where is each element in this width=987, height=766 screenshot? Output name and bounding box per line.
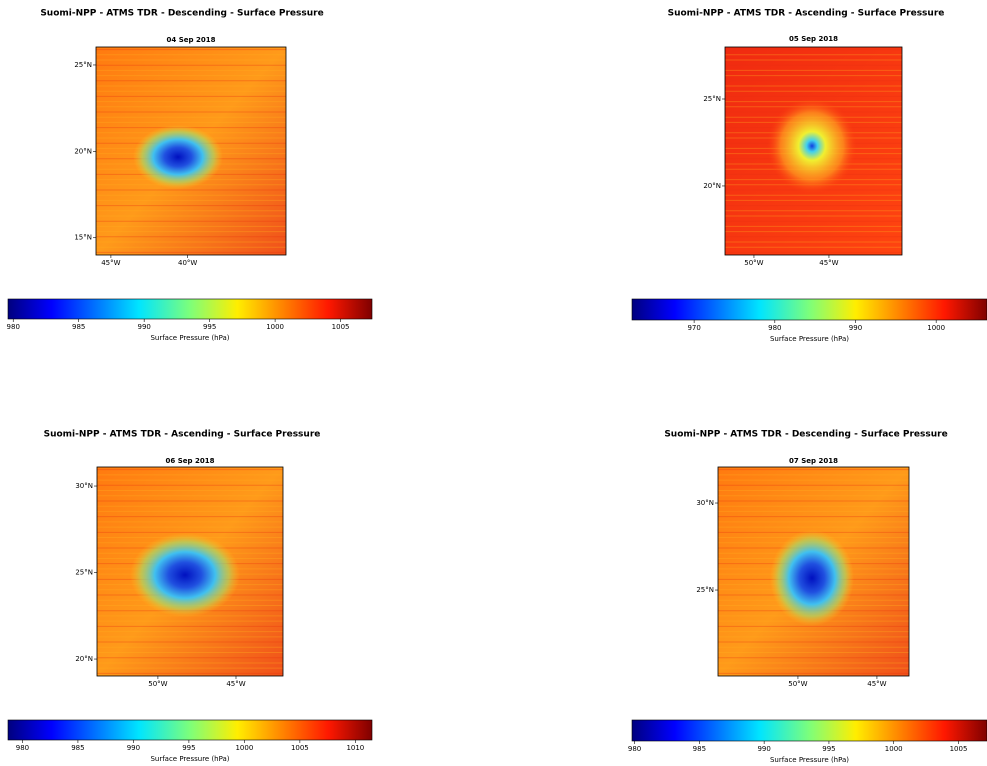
panel-date: 07 Sep 2018	[789, 457, 838, 465]
panel-date: 05 Sep 2018	[789, 35, 838, 43]
colorbar-tick-label: 1000	[266, 323, 284, 331]
colorbar-tick-label: 1000	[927, 324, 945, 332]
y-tick-label: 20°N	[703, 182, 721, 190]
colorbar	[631, 719, 987, 742]
x-tick-label: 40°W	[178, 259, 197, 267]
y-tick-label: 20°N	[74, 147, 92, 155]
x-tick-label: 50°W	[744, 259, 763, 267]
colorbar-label: Surface Pressure (hPa)	[150, 755, 229, 763]
panel-date: 04 Sep 2018	[167, 36, 216, 44]
colorbar-tick-label: 1005	[332, 323, 350, 331]
y-tick-label: 30°N	[75, 482, 93, 490]
panel-title: Suomi-NPP - ATMS TDR - Ascending - Surfa…	[44, 430, 321, 440]
colorbar-tick-label: 1000	[885, 745, 903, 753]
panel-date: 06 Sep 2018	[166, 457, 215, 465]
y-tick-label: 20°N	[75, 655, 93, 663]
colorbar-tick-label: 980	[768, 324, 781, 332]
colorbar-label: Surface Pressure (hPa)	[770, 756, 849, 764]
x-tick-label: 45°W	[867, 680, 886, 688]
colorbar-tick-label: 995	[203, 323, 216, 331]
colorbar-tick-label: 985	[72, 323, 85, 331]
colorbar-tick-label: 990	[137, 323, 150, 331]
colorbar-label: Surface Pressure (hPa)	[150, 334, 229, 342]
x-tick-label: 50°W	[788, 680, 807, 688]
panel-title: Suomi-NPP - ATMS TDR - Descending - Surf…	[40, 9, 323, 19]
colorbar-tick-label: 1005	[291, 744, 309, 752]
storm-center	[767, 98, 857, 194]
colorbar-label: Surface Pressure (hPa)	[770, 335, 849, 343]
x-tick-label: 50°W	[148, 680, 167, 688]
colorbar-tick-label: 985	[693, 745, 706, 753]
colorbar-tick-label: 995	[822, 745, 835, 753]
colorbar	[631, 298, 987, 321]
storm-center	[770, 530, 854, 626]
colorbar	[7, 719, 373, 741]
colorbar-tick-label: 990	[127, 744, 140, 752]
map-frame	[724, 46, 903, 256]
map-frame	[717, 466, 910, 677]
colorbar-tick-label: 995	[182, 744, 195, 752]
x-tick-label: 45°W	[101, 259, 120, 267]
colorbar	[7, 298, 373, 320]
colorbar-tick-label: 970	[687, 324, 700, 332]
y-tick-label: 30°N	[696, 499, 714, 507]
map-frame	[96, 466, 284, 677]
colorbar-tick-label: 980	[628, 745, 641, 753]
map-frame	[95, 46, 287, 256]
colorbar-tick-label: 985	[71, 744, 84, 752]
colorbar-tick-label: 980	[16, 744, 29, 752]
colorbar-tick-label: 1000	[235, 744, 253, 752]
x-tick-label: 45°W	[226, 680, 245, 688]
y-tick-label: 15°N	[74, 234, 92, 242]
storm-center	[133, 125, 223, 189]
colorbar-tick-label: 990	[849, 324, 862, 332]
x-tick-label: 45°W	[819, 259, 838, 267]
panel-title: Suomi-NPP - ATMS TDR - Ascending - Surfa…	[668, 9, 945, 19]
y-tick-label: 25°N	[696, 586, 714, 594]
storm-center	[130, 533, 240, 617]
colorbar-tick-label: 1005	[950, 745, 968, 753]
panel-title: Suomi-NPP - ATMS TDR - Descending - Surf…	[664, 430, 947, 440]
y-tick-label: 25°N	[703, 95, 721, 103]
colorbar-tick-label: 1010	[346, 744, 364, 752]
colorbar-tick-label: 980	[7, 323, 20, 331]
y-tick-label: 25°N	[74, 61, 92, 69]
colorbar-tick-label: 990	[757, 745, 770, 753]
y-tick-label: 25°N	[75, 569, 93, 577]
